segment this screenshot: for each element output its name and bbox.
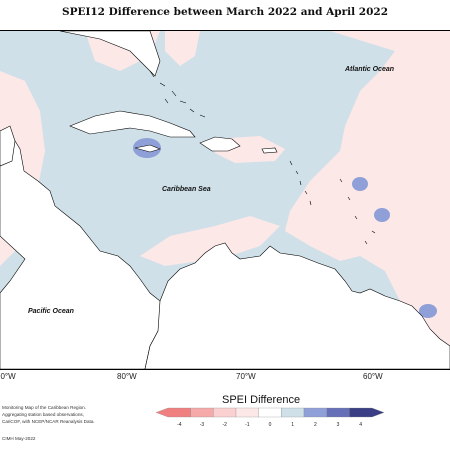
map-title: SPEI12 Difference between March 2022 and… xyxy=(61,6,389,18)
legend-color-swatch xyxy=(235,407,259,418)
label-caribbean-sea: Caribbean Sea xyxy=(162,186,211,193)
spei-wet-anomaly-antilles-south xyxy=(374,208,390,222)
land-jamaica xyxy=(134,144,161,153)
legend-color-swatch xyxy=(213,407,237,418)
legend-color-swatch xyxy=(281,407,305,418)
spei-negative-region-florida xyxy=(165,31,200,66)
lon-tick-label: 70°W xyxy=(236,372,256,381)
credit-line: Monitoring Map of the Caribbean Region. xyxy=(2,405,87,410)
legend-color-swatch xyxy=(349,407,385,418)
lon-tick-label: 90°W xyxy=(0,372,16,381)
small-islands xyxy=(149,70,376,245)
label-pacific-ocean: Pacific Ocean xyxy=(28,308,74,315)
land-yucatan xyxy=(0,125,16,167)
legend-color-swatch xyxy=(155,407,191,418)
land-central-america xyxy=(0,130,166,369)
spei-negative-region-atlantic xyxy=(285,31,450,369)
spei-wet-anomaly-antilles-north xyxy=(352,177,368,191)
legend-tick-label: 4 xyxy=(359,422,362,428)
lon-tick-label: 60°W xyxy=(363,372,383,381)
legend-color-swatch xyxy=(190,407,214,418)
spei-wet-anomaly-suriname xyxy=(419,304,437,318)
map-panel: Atlantic Ocean Caribbean Sea Pacific Oce… xyxy=(0,30,450,370)
legend-tick-label: 0 xyxy=(269,422,272,428)
land-hispaniola xyxy=(199,136,241,152)
land-south-america xyxy=(144,242,450,369)
legend-color-swatch xyxy=(326,407,350,418)
land-cuba xyxy=(69,110,196,138)
legend-tick-label: -2 xyxy=(222,422,227,428)
land-puerto-rico xyxy=(261,147,278,154)
spei-negative-region-colombia xyxy=(140,216,280,266)
credit-line: CariCOF, with NCEP/NCAR Reanalysis Data. xyxy=(2,419,95,424)
spei-negative-region-antilles xyxy=(330,181,352,211)
legend-title: SPEI Difference xyxy=(222,394,301,406)
legend-tick-label: 3 xyxy=(337,422,340,428)
legend-tick-label: 1 xyxy=(291,422,294,428)
legend-tick-label: 2 xyxy=(314,422,317,428)
legend-colorbar: -4 -3 -2 -1 0 1 2 3 4 xyxy=(155,407,385,428)
credit-line: Aggregating station based observations, xyxy=(2,412,84,417)
legend-tick-label: -3 xyxy=(200,422,205,428)
map-canvas: Atlantic Ocean Caribbean Sea Pacific Oce… xyxy=(0,31,450,369)
lon-tick-label: 80°W xyxy=(117,372,137,381)
legend-color-swatch xyxy=(258,407,282,418)
legend-color-swatch xyxy=(303,407,327,418)
credit-line: CIMH May-2022 xyxy=(2,436,36,441)
label-atlantic-ocean: Atlantic Ocean xyxy=(344,66,394,73)
legend-tick-label: -1 xyxy=(245,422,250,428)
legend-tick-label: -4 xyxy=(177,422,182,428)
